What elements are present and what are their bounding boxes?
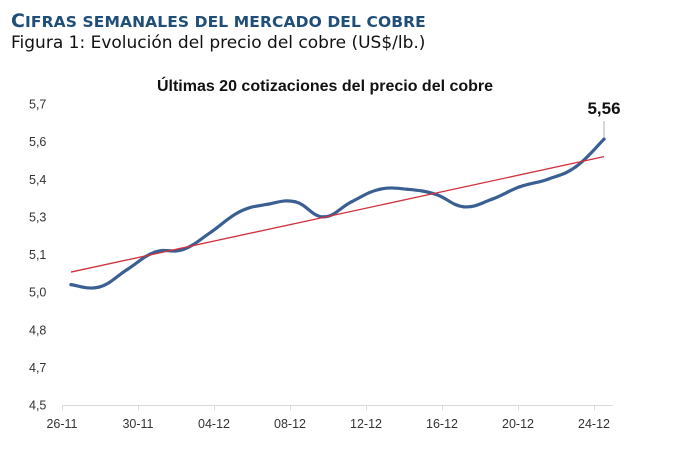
y-tick-label: 4,5 (29, 399, 46, 413)
price-data-point (209, 230, 213, 234)
price-data-point (293, 200, 298, 204)
x-axis: 26-11 30-11 04-12 08-12 12-12 16-12 20-12 24-12 (46, 405, 613, 431)
section-heading-initial: C (11, 10, 26, 32)
y-axis: 4,5 4,7 4,8 5,0 5,1 5,3 5,4 5,6 5,7 (29, 98, 46, 413)
y-tick-label: 4,8 (29, 323, 46, 337)
price-data-point (69, 283, 73, 287)
x-tick-label: 30-11 (122, 417, 153, 431)
price-data-point (265, 202, 269, 206)
price-data-point (97, 285, 101, 289)
price-data-point (462, 205, 466, 209)
y-tick-label: 5,0 (29, 286, 46, 300)
series-layer (69, 137, 606, 290)
price-data-point (349, 200, 354, 204)
x-tick-label: 04-12 (198, 417, 230, 431)
y-tick-label: 5,3 (29, 210, 46, 224)
x-tick-label: 16-12 (426, 417, 458, 431)
x-tick-label: 12-12 (350, 417, 382, 431)
section-heading: CIFRAS SEMANALES DEL MERCADO DEL COBRE (11, 10, 426, 32)
price-data-point (602, 137, 606, 141)
y-tick-label: 5,7 (29, 98, 46, 112)
trend-line (70, 156, 605, 273)
x-tick-label: 08-12 (274, 417, 306, 431)
price-data-point (518, 185, 522, 189)
annotation-layer: 5,56 (587, 99, 621, 138)
price-data-point (546, 177, 550, 181)
x-tick-label: 26-11 (46, 417, 77, 431)
price-series-line (69, 137, 606, 290)
chart-title: Últimas 20 cotizaciones del precio del c… (157, 76, 493, 95)
price-data-point (237, 210, 241, 214)
last-value-label: 5,56 (587, 99, 620, 118)
price-data-point (406, 187, 410, 191)
price-data-point (153, 250, 157, 254)
price-data-point (377, 187, 382, 191)
y-tick-label: 4,7 (29, 361, 46, 375)
price-data-point (181, 247, 185, 252)
section-heading-rest: IFRAS SEMANALES DEL MERCADO DEL COBRE (25, 13, 426, 31)
y-tick-label: 5,4 (29, 173, 46, 187)
y-tick-label: 5,1 (29, 248, 46, 262)
price-data-point (125, 267, 129, 272)
figure-caption: Figura 1: Evolución del precio del cobre… (11, 33, 426, 53)
x-tick-label: 20-12 (502, 417, 534, 431)
x-tick-label: 24-12 (578, 417, 610, 431)
price-data-point (490, 197, 494, 201)
price-data-point (574, 165, 578, 169)
y-tick-label: 5,6 (29, 135, 46, 149)
